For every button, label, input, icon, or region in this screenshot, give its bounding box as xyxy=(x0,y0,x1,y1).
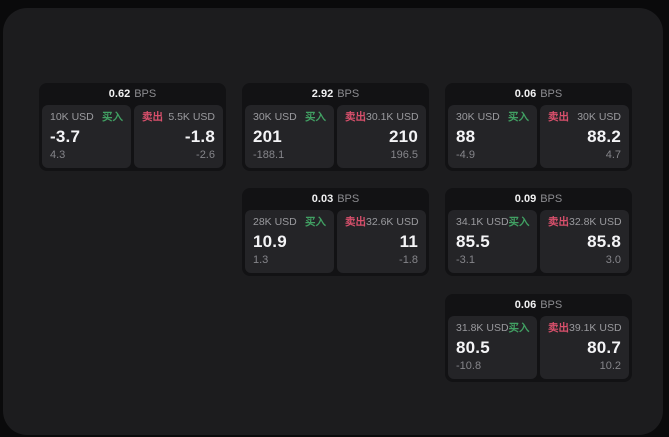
buy-price: 80.5 xyxy=(456,337,490,357)
sell-amount: 32.6K USD xyxy=(366,216,419,228)
quote-card: 0.62 BPS 10K USD 买入 -3.7 4.3 卖出 5.5K USD… xyxy=(39,83,226,171)
buy-amount: 30K USD xyxy=(456,111,500,123)
sell-label: 卖出 xyxy=(345,216,366,228)
buy-tile[interactable]: 34.1K USD 买入 85.5 -3.1 xyxy=(448,210,537,273)
buy-amount: 28K USD xyxy=(253,216,297,228)
sell-delta: 4.7 xyxy=(605,149,621,161)
sell-delta: 3.0 xyxy=(605,254,621,266)
quote-card: 2.92 BPS 30K USD 买入 201 -188.1 卖出 30.1K … xyxy=(242,83,429,171)
quote-card: 0.06 BPS 31.8K USD 买入 80.5 -10.8 卖出 39.1… xyxy=(445,294,632,382)
buy-amount: 31.8K USD xyxy=(456,322,509,334)
buy-price: 85.5 xyxy=(456,231,490,251)
quote-tiles: 10K USD 买入 -3.7 4.3 卖出 5.5K USD -1.8 -2.… xyxy=(39,105,226,171)
buy-tile[interactable]: 30K USD 买入 88 -4.9 xyxy=(448,105,537,168)
buy-delta: 1.3 xyxy=(253,254,269,266)
quote-tiles: 30K USD 买入 88 -4.9 卖出 30K USD 88.2 4.7 xyxy=(445,105,632,171)
sell-price: 210 xyxy=(389,126,418,146)
sell-label: 卖出 xyxy=(548,216,569,228)
quote-tiles: 30K USD 买入 201 -188.1 卖出 30.1K USD 210 1… xyxy=(242,105,429,171)
sell-tile[interactable]: 卖出 32.8K USD 85.8 3.0 xyxy=(540,210,629,273)
bps-value: 0.09 xyxy=(514,192,537,205)
bps-value: 0.06 xyxy=(514,87,537,100)
bps-unit-label: BPS xyxy=(337,192,360,205)
bps-header: 0.06 BPS xyxy=(445,83,632,105)
buy-delta: -4.9 xyxy=(456,149,475,161)
sell-label: 卖出 xyxy=(142,111,163,123)
bps-unit-label: BPS xyxy=(134,87,157,100)
buy-tile[interactable]: 28K USD 买入 10.9 1.3 xyxy=(245,210,334,273)
bps-header: 2.92 BPS xyxy=(242,83,429,105)
bps-value: 2.92 xyxy=(311,87,334,100)
buy-tile[interactable]: 31.8K USD 买入 80.5 -10.8 xyxy=(448,316,537,379)
sell-amount: 39.1K USD xyxy=(569,322,622,334)
sell-amount: 32.8K USD xyxy=(569,216,622,228)
sell-delta: 10.2 xyxy=(599,360,621,372)
sell-tile[interactable]: 卖出 30K USD 88.2 4.7 xyxy=(540,105,629,168)
buy-label: 买入 xyxy=(305,216,326,228)
sell-price: 80.7 xyxy=(587,337,621,357)
buy-label: 买入 xyxy=(508,322,530,334)
sell-delta: -2.6 xyxy=(196,149,215,161)
buy-delta: -188.1 xyxy=(253,149,285,161)
sell-delta: 196.5 xyxy=(390,149,418,161)
sell-label: 卖出 xyxy=(548,322,569,334)
buy-label: 买入 xyxy=(508,216,530,228)
bps-value: 0.62 xyxy=(108,87,131,100)
bps-unit-label: BPS xyxy=(540,298,563,311)
buy-price: -3.7 xyxy=(50,126,81,146)
buy-amount: 10K USD xyxy=(50,111,94,123)
quote-card: 0.09 BPS 34.1K USD 买入 85.5 -3.1 卖出 32.8K… xyxy=(445,188,632,276)
quote-tiles: 28K USD 买入 10.9 1.3 卖出 32.6K USD 11 -1.8 xyxy=(242,210,429,276)
quote-tiles: 31.8K USD 买入 80.5 -10.8 卖出 39.1K USD 80.… xyxy=(445,316,632,382)
buy-price: 201 xyxy=(253,126,282,146)
buy-delta: -3.1 xyxy=(456,254,475,266)
bps-header: 0.09 BPS xyxy=(445,188,632,210)
sell-tile[interactable]: 卖出 39.1K USD 80.7 10.2 xyxy=(540,316,629,379)
buy-price: 88 xyxy=(456,126,476,146)
buy-amount: 30K USD xyxy=(253,111,297,123)
buy-label: 买入 xyxy=(102,111,123,123)
buy-delta: 4.3 xyxy=(50,149,66,161)
quote-tiles: 34.1K USD 买入 85.5 -3.1 卖出 32.8K USD 85.8… xyxy=(445,210,632,276)
buy-amount: 34.1K USD xyxy=(456,216,509,228)
bps-unit-label: BPS xyxy=(337,87,360,100)
sell-amount: 5.5K USD xyxy=(168,111,215,123)
sell-label: 卖出 xyxy=(345,111,366,123)
sell-tile[interactable]: 卖出 32.6K USD 11 -1.8 xyxy=(337,210,426,273)
bps-header: 0.62 BPS xyxy=(39,83,226,105)
buy-label: 买入 xyxy=(508,111,529,123)
quotes-panel: 0.62 BPS 10K USD 买入 -3.7 4.3 卖出 5.5K USD… xyxy=(3,8,663,435)
bps-value: 0.06 xyxy=(514,298,537,311)
buy-delta: -10.8 xyxy=(456,360,482,372)
sell-price: 88.2 xyxy=(587,126,621,146)
sell-price: -1.8 xyxy=(184,126,215,146)
bps-unit-label: BPS xyxy=(540,87,563,100)
sell-tile[interactable]: 卖出 30.1K USD 210 196.5 xyxy=(337,105,426,168)
bps-header: 0.06 BPS xyxy=(445,294,632,316)
sell-amount: 30.1K USD xyxy=(366,111,419,123)
bps-unit-label: BPS xyxy=(540,192,563,205)
sell-label: 卖出 xyxy=(548,111,569,123)
quote-card: 0.06 BPS 30K USD 买入 88 -4.9 卖出 30K USD 8… xyxy=(445,83,632,171)
quote-card: 0.03 BPS 28K USD 买入 10.9 1.3 卖出 32.6K US… xyxy=(242,188,429,276)
bps-value: 0.03 xyxy=(311,192,334,205)
sell-delta: -1.8 xyxy=(399,254,418,266)
sell-tile[interactable]: 卖出 5.5K USD -1.8 -2.6 xyxy=(134,105,223,168)
buy-price: 10.9 xyxy=(253,231,287,251)
bps-header: 0.03 BPS xyxy=(242,188,429,210)
buy-tile[interactable]: 10K USD 买入 -3.7 4.3 xyxy=(42,105,131,168)
sell-amount: 30K USD xyxy=(577,111,621,123)
buy-label: 买入 xyxy=(305,111,326,123)
sell-price: 85.8 xyxy=(587,231,621,251)
buy-tile[interactable]: 30K USD 买入 201 -188.1 xyxy=(245,105,334,168)
sell-price: 11 xyxy=(399,231,418,251)
